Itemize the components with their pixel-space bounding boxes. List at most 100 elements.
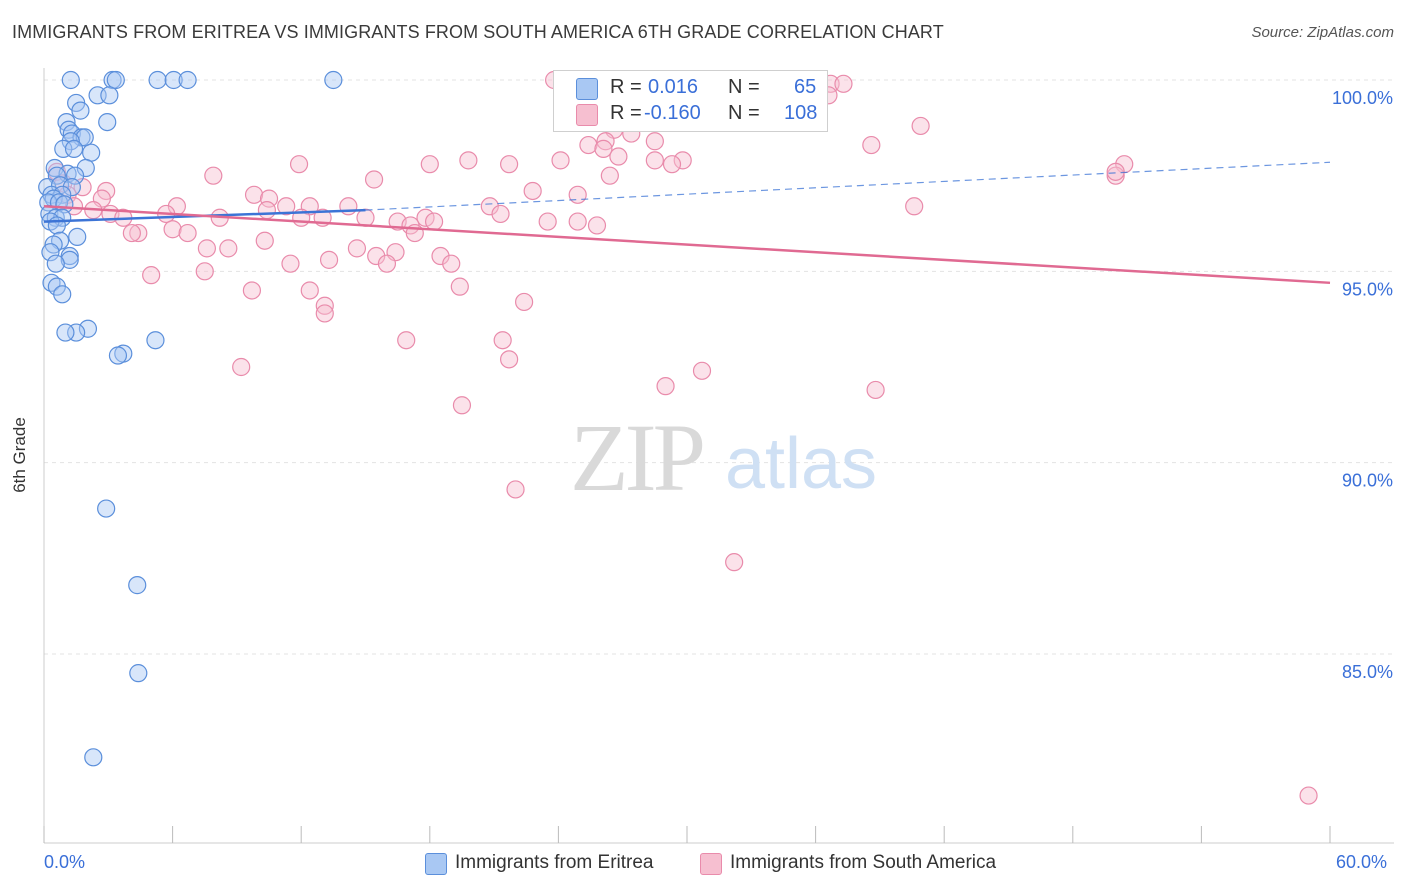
point-south-america [257, 201, 277, 220]
trend-eritrea-dashed [365, 161, 1331, 211]
point-eritrea [46, 254, 65, 273]
point-south-america [568, 212, 587, 231]
legend-r-label: R = [610, 102, 642, 124]
point-south-america [289, 155, 309, 174]
point-south-america [500, 155, 519, 174]
point-south-america [692, 361, 712, 380]
point-south-america [255, 231, 274, 250]
point-south-america [645, 151, 664, 170]
point-south-america [673, 151, 692, 170]
point-south-america [594, 139, 613, 158]
legend-n-value-south-america: 108 [784, 102, 818, 124]
point-south-america [339, 197, 358, 216]
point-south-america [277, 197, 296, 216]
point-eritrea [67, 323, 86, 342]
point-south-america [866, 380, 885, 400]
point-south-america [725, 553, 744, 572]
point-south-america [662, 155, 682, 174]
point-south-america [219, 239, 238, 258]
watermark-zip: ZIP [570, 404, 703, 511]
point-south-america [1299, 786, 1318, 805]
bottom-legend-label-south-america: Immigrants from South America [730, 852, 997, 873]
point-south-america [347, 239, 367, 258]
y-tick-labels: 100.0% 95.0% 90.0% 85.0% [1332, 88, 1393, 682]
point-south-america [452, 396, 472, 415]
point-south-america [242, 281, 262, 300]
legend-swatch-eritrea [576, 78, 598, 100]
point-south-america [195, 262, 214, 281]
point-south-america [493, 331, 512, 350]
point-eritrea [98, 112, 117, 132]
point-south-america [523, 181, 542, 201]
point-south-america [1106, 162, 1125, 181]
point-south-america [609, 147, 628, 166]
point-south-america [450, 277, 469, 296]
point-south-america [1106, 166, 1125, 185]
legend-r-label: R = [610, 76, 642, 98]
point-south-america [232, 357, 251, 377]
point-eritrea [54, 139, 73, 158]
point-south-america [579, 135, 598, 155]
point-eritrea [164, 70, 183, 90]
point-south-america [129, 223, 148, 243]
point-eritrea [100, 86, 119, 105]
point-south-america [459, 151, 478, 170]
point-south-america [656, 377, 675, 396]
x-tick-right: 60.0% [1336, 852, 1388, 872]
point-south-america [163, 220, 182, 239]
y-tick-label: 85.0% [1342, 662, 1393, 682]
point-eritrea [62, 178, 81, 197]
point-eritrea [78, 319, 98, 338]
point-eritrea [47, 216, 66, 235]
chart-title: IMMIGRANTS FROM ERITREA VS IMMIGRANTS FR… [12, 22, 944, 42]
point-south-america [178, 223, 197, 243]
y-tick-label: 95.0% [1342, 279, 1393, 299]
point-south-america [377, 254, 397, 273]
legend-n-label: N = [728, 76, 760, 98]
point-eritrea [129, 664, 148, 683]
watermark-atlas: atlas [725, 424, 877, 504]
point-south-america [300, 281, 319, 300]
point-eritrea [128, 576, 147, 595]
point-eritrea [65, 166, 85, 185]
axes [43, 68, 1394, 844]
point-eritrea [108, 346, 128, 365]
point-south-america [244, 185, 264, 204]
point-eritrea [41, 243, 60, 262]
point-south-america [600, 166, 619, 185]
point-south-america [204, 166, 223, 185]
bottom-legend-label-eritrea: Immigrants from Eritrea [455, 852, 654, 873]
point-eritrea [60, 246, 79, 266]
series-eritrea-points [38, 70, 343, 767]
point-eritrea [148, 70, 167, 90]
trend-lines [43, 161, 1331, 285]
point-south-america [515, 292, 534, 312]
point-south-america [551, 151, 570, 170]
point-south-america [538, 212, 557, 231]
point-south-america [315, 296, 334, 315]
legend-n-label: N = [728, 102, 760, 124]
point-eritrea [84, 748, 103, 767]
legend-r-value-eritrea: 0.016 [648, 76, 699, 98]
point-south-america [834, 74, 853, 93]
point-south-america [416, 208, 435, 227]
point-eritrea [64, 139, 84, 158]
point-south-america [568, 185, 587, 204]
y-tick-label: 100.0% [1332, 88, 1393, 108]
point-south-america [364, 170, 384, 189]
watermark: ZIP atlas [570, 404, 877, 511]
legend-swatch-south-america [576, 104, 598, 126]
source-label: Source: ZipAtlas.com [1251, 24, 1394, 41]
point-eritrea [71, 101, 90, 120]
point-south-america [420, 155, 439, 174]
bottom-legend-swatch-eritrea [425, 853, 447, 875]
y-axis-label: 6th Grade [10, 417, 29, 493]
point-south-america [122, 223, 141, 243]
point-south-america [424, 212, 444, 231]
point-eritrea [75, 128, 94, 147]
bottom-legend-swatch-south-america [700, 853, 722, 875]
point-south-america [259, 189, 279, 208]
point-south-america [397, 331, 416, 350]
point-south-america [645, 132, 664, 151]
